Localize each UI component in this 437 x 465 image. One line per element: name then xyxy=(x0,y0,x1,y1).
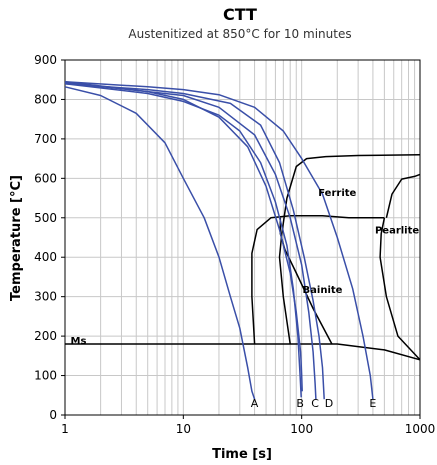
phase-boundary-bainite-start xyxy=(251,215,385,345)
cooling-curve-E xyxy=(64,80,374,400)
plot-frame xyxy=(64,59,421,416)
cooling-curve-B xyxy=(64,82,302,398)
region-label: Pearlite xyxy=(375,226,419,237)
cooling-curve-D xyxy=(64,82,325,400)
series-layer xyxy=(64,80,421,400)
y-tick-label: 0 xyxy=(49,408,57,422)
grid-lines xyxy=(65,60,420,415)
region-label: Bainite xyxy=(303,285,343,296)
x-tick-label: 1 xyxy=(61,422,69,436)
cooling-curve-label: C xyxy=(311,397,319,410)
y-tick-label: 200 xyxy=(34,329,57,343)
x-axis-label: Time [s] xyxy=(212,447,272,462)
phase-boundary-ms-line xyxy=(65,343,421,361)
x-tick-label: 100 xyxy=(290,422,313,436)
y-tick-label: 300 xyxy=(34,290,57,304)
y-tick-label: 500 xyxy=(34,211,57,225)
y-tick-label: 400 xyxy=(34,250,57,264)
cooling-curve-label: D xyxy=(325,397,333,410)
phase-boundary-ferrite-start xyxy=(278,153,421,345)
chart-title: CTT xyxy=(223,5,257,24)
cooling-curve-A xyxy=(64,86,256,400)
cooling-curve-label: B xyxy=(296,397,304,410)
axes: 0 100 200 300 400 500 600 700 800 900 1 10 100 1000 xyxy=(34,53,435,436)
cooling-curve-C xyxy=(64,82,317,400)
y-tick-label: 100 xyxy=(34,369,57,383)
x-tick-label: 1000 xyxy=(405,422,436,436)
x-tick-label: 10 xyxy=(176,422,191,436)
y-tick-label: 700 xyxy=(34,132,57,146)
cooling-curve-label: E xyxy=(369,397,376,410)
y-axis-label: Temperature [°C] xyxy=(9,175,24,301)
y-tick-label: 900 xyxy=(34,53,57,67)
cooling-curve-unlabeled-1 xyxy=(64,80,303,392)
region-label: Ferrite xyxy=(318,188,356,199)
phase-boundary-ferrite-finish xyxy=(385,173,421,218)
y-tick-label: 800 xyxy=(34,92,57,106)
y-tick-label: 600 xyxy=(34,171,57,185)
chart-subtitle: Austenitized at 850°C for 10 minutes xyxy=(128,27,351,41)
cooling-curve-label: A xyxy=(251,397,259,410)
phase-boundary-pearlite-finish xyxy=(379,217,421,361)
region-label: Ms xyxy=(71,336,87,347)
label-layer: A B C D E Ferrite Pearlite Bainite Ms xyxy=(71,188,420,410)
